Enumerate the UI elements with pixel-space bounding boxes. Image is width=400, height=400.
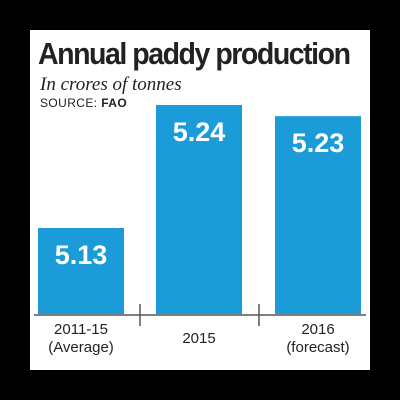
category-label-0-0: 2011-15	[54, 321, 108, 338]
category-label-2-0: 2016	[301, 321, 334, 338]
category-label-1-0: 2015	[182, 330, 215, 347]
category-label-2-1: (forecast)	[286, 339, 349, 356]
source-name: FAO	[101, 96, 128, 110]
bar-value-label-0: 5.13	[55, 240, 108, 270]
source-label: SOURCE:	[40, 96, 98, 110]
bar-0	[38, 228, 124, 314]
bar-2	[275, 116, 361, 314]
chart-title: Annual paddy production	[38, 36, 351, 71]
category-label-0-1: (Average)	[48, 339, 114, 356]
bar-1	[156, 105, 242, 314]
chart-source: SOURCE: FAO	[40, 96, 127, 110]
bar-value-label-1: 5.24	[173, 117, 226, 147]
bar-chart: 5.13 5.24 5.23 2011-15(Average) 2015 2016(for…	[34, 105, 366, 356]
chart-panel: Annual paddy production In crores of ton…	[30, 30, 370, 370]
bar-value-label-2: 5.23	[292, 128, 345, 158]
chart-subtitle: In crores of tonnes	[40, 74, 182, 95]
